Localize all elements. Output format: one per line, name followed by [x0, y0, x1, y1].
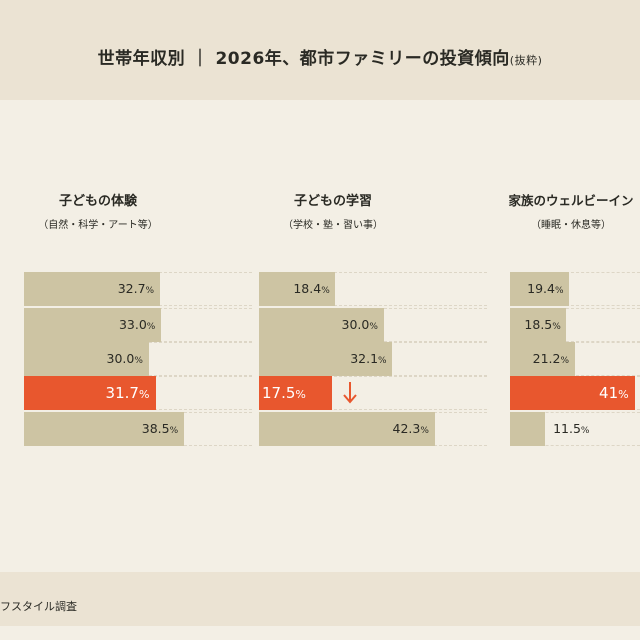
bar-row: 17.5%	[259, 376, 487, 410]
bar-highlight	[510, 376, 636, 410]
data-label-unit: %	[169, 426, 179, 436]
data-label-value: 42.3	[392, 421, 421, 436]
data-label: 17.5%	[262, 376, 306, 410]
data-label: 30.0%	[107, 342, 143, 376]
bar	[259, 272, 336, 306]
data-label-value: 19.4	[527, 281, 555, 296]
data-label: 32.7%	[118, 272, 154, 306]
bar-row: 18.4%	[259, 272, 487, 306]
data-label-value: 32.7	[117, 281, 146, 296]
data-label: 31.7%	[106, 376, 150, 410]
data-label: 19.4%	[527, 272, 563, 306]
bar	[259, 308, 384, 342]
bar	[259, 412, 435, 446]
row-guide	[510, 308, 640, 342]
panel-title: 子どもの学習	[293, 194, 372, 209]
data-label-unit: %	[295, 388, 306, 401]
data-label-unit: %	[552, 322, 561, 332]
data-label-unit: %	[321, 286, 330, 296]
panel-title: 子どもの体験	[58, 194, 137, 209]
footer-band	[0, 572, 640, 626]
bar-row: 41%	[510, 376, 640, 410]
data-label: 38.5%	[142, 412, 178, 446]
bar	[510, 272, 570, 306]
bar	[510, 308, 567, 342]
row-guide	[510, 272, 640, 306]
data-label: 33.0%	[119, 308, 155, 342]
data-label-unit: %	[369, 322, 378, 332]
bar-row: 33.0%	[24, 308, 252, 342]
bar	[510, 412, 546, 446]
bar-row: 21.2%	[510, 342, 640, 376]
data-label-unit: %	[618, 388, 629, 401]
data-label-unit: %	[420, 426, 429, 436]
data-label: 18.4%	[293, 272, 329, 306]
data-label: 42.3%	[393, 412, 429, 446]
data-label-unit: %	[134, 356, 143, 366]
data-label-value: 38.5	[141, 421, 170, 436]
source-note: フスタイル調査	[0, 600, 77, 613]
data-label-value: 41	[599, 384, 619, 402]
bar-row: 31.7%	[24, 376, 252, 410]
data-label-value: 32.1	[350, 351, 379, 366]
data-label-value: 17.5	[262, 384, 296, 402]
data-label: 41%	[599, 376, 629, 410]
bar	[24, 308, 161, 342]
data-label-value: 30.0	[106, 351, 135, 366]
data-label-unit: %	[146, 322, 156, 332]
bar-row: 30.0%	[24, 342, 252, 376]
bar-row: 19.4%	[510, 272, 640, 306]
title-suffix: (抜粋)	[509, 54, 543, 67]
bar-row: 42.3%	[259, 412, 487, 446]
data-label: 18.5%	[524, 308, 560, 342]
bar-row: 11.5%	[510, 412, 640, 446]
row-guide	[510, 342, 640, 376]
data-label-value: 33.0	[118, 317, 147, 332]
data-label: 30.0%	[342, 308, 378, 342]
data-label: 21.2%	[533, 342, 569, 376]
title-main: 世帯年収別 ｜ 2026年、都市ファミリーの投資傾向	[97, 49, 510, 69]
data-label-unit: %	[138, 388, 150, 401]
panel-subtitle: （学校・塾・習い事）	[283, 220, 383, 231]
data-label-unit: %	[378, 356, 387, 366]
bar-row: 32.7%	[24, 272, 252, 306]
data-label-value: 21.2	[532, 351, 561, 366]
bar	[24, 272, 160, 306]
panel-subtitle: （睡眠・休息等）	[531, 220, 611, 231]
panel-title: 家族のウェルビーイン	[508, 193, 634, 208]
row-guide	[510, 412, 640, 446]
bar	[24, 412, 184, 446]
data-label-unit: %	[145, 286, 155, 296]
data-label-value: 18.5	[524, 317, 553, 332]
data-label: 11.5%	[553, 412, 589, 446]
header-band	[0, 0, 640, 100]
bar	[510, 342, 575, 376]
bar-row: 38.5%	[24, 412, 252, 446]
data-label-value: 18.4	[293, 281, 322, 296]
data-label-value: 11.5	[553, 421, 581, 436]
row-guide	[259, 272, 487, 306]
bar-row: 18.5%	[510, 308, 640, 342]
data-label-value: 30.0	[341, 317, 370, 332]
bar-row: 30.0%	[259, 308, 487, 342]
bar-highlight	[24, 376, 156, 410]
chart-title: 世帯年収別 ｜ 2026年、都市ファミリーの投資傾向(抜粋)	[0, 44, 640, 69]
panel-subtitle: （自然・科学・アート等）	[38, 220, 158, 231]
data-label-value: 31.7	[105, 384, 139, 402]
data-label-unit: %	[560, 356, 570, 366]
down-arrow-icon	[342, 382, 357, 404]
bar	[24, 342, 149, 376]
row-guide	[259, 376, 487, 410]
data-label-unit: %	[555, 286, 564, 296]
data-label: 32.1%	[350, 342, 386, 376]
data-label-unit: %	[580, 426, 590, 436]
bar	[259, 342, 393, 376]
bar-highlight	[259, 376, 332, 410]
bar-row: 32.1%	[259, 342, 487, 376]
